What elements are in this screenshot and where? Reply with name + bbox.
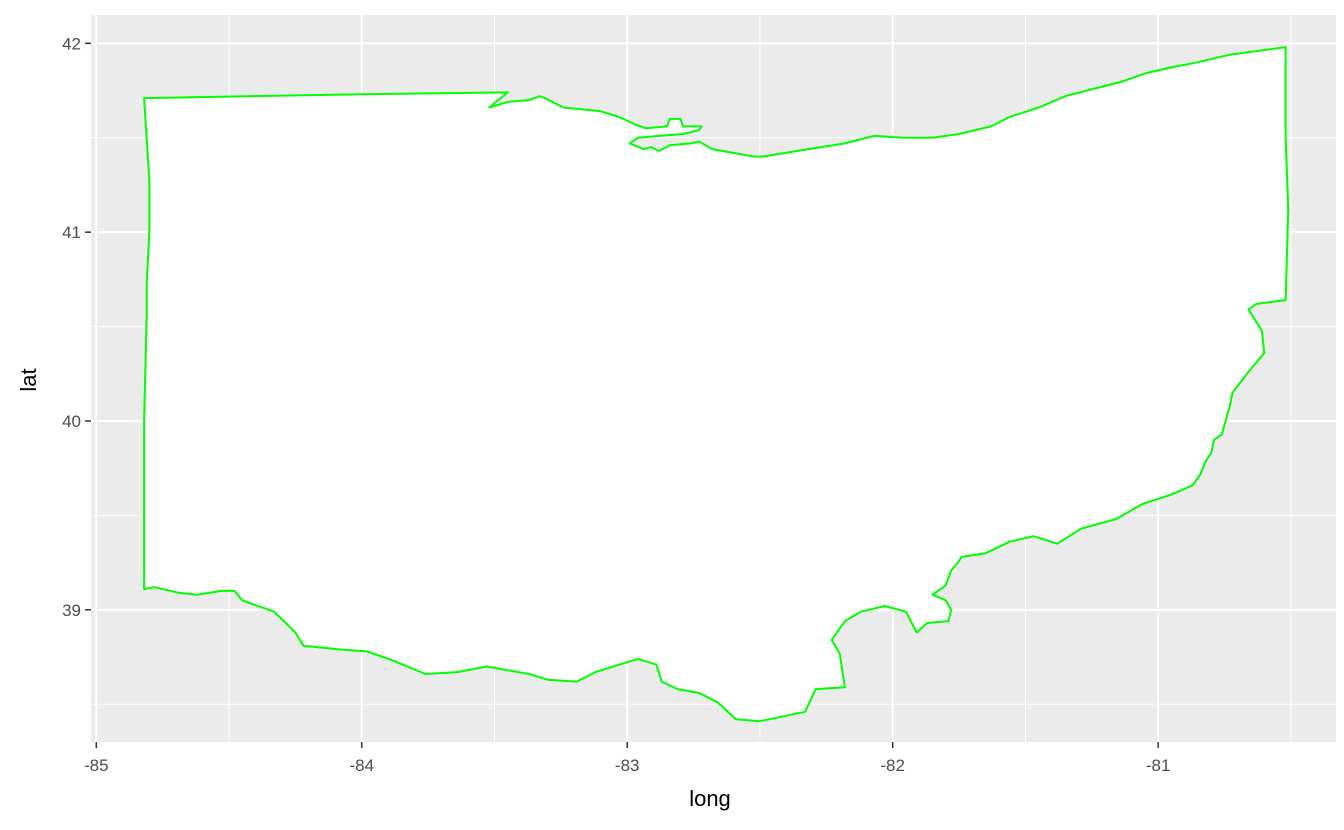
y-tick-label: 41 — [62, 223, 81, 242]
x-tick-label: -85 — [84, 756, 109, 775]
x-axis-ticks: -85 -84 -83 -82 -81 — [84, 742, 1170, 775]
y-tick-label: 42 — [62, 34, 81, 53]
x-axis-title: long — [689, 786, 731, 811]
ohio-state-outline — [143, 46, 1290, 723]
y-tick-label: 40 — [62, 412, 81, 431]
y-tick-label: 39 — [62, 601, 81, 620]
y-axis-ticks: 39 40 41 42 — [62, 34, 91, 620]
y-axis-title: lat — [16, 368, 41, 391]
x-tick-label: -83 — [615, 756, 640, 775]
x-tick-label: -84 — [349, 756, 374, 775]
x-tick-label: -81 — [1146, 756, 1171, 775]
x-tick-label: -82 — [880, 756, 905, 775]
